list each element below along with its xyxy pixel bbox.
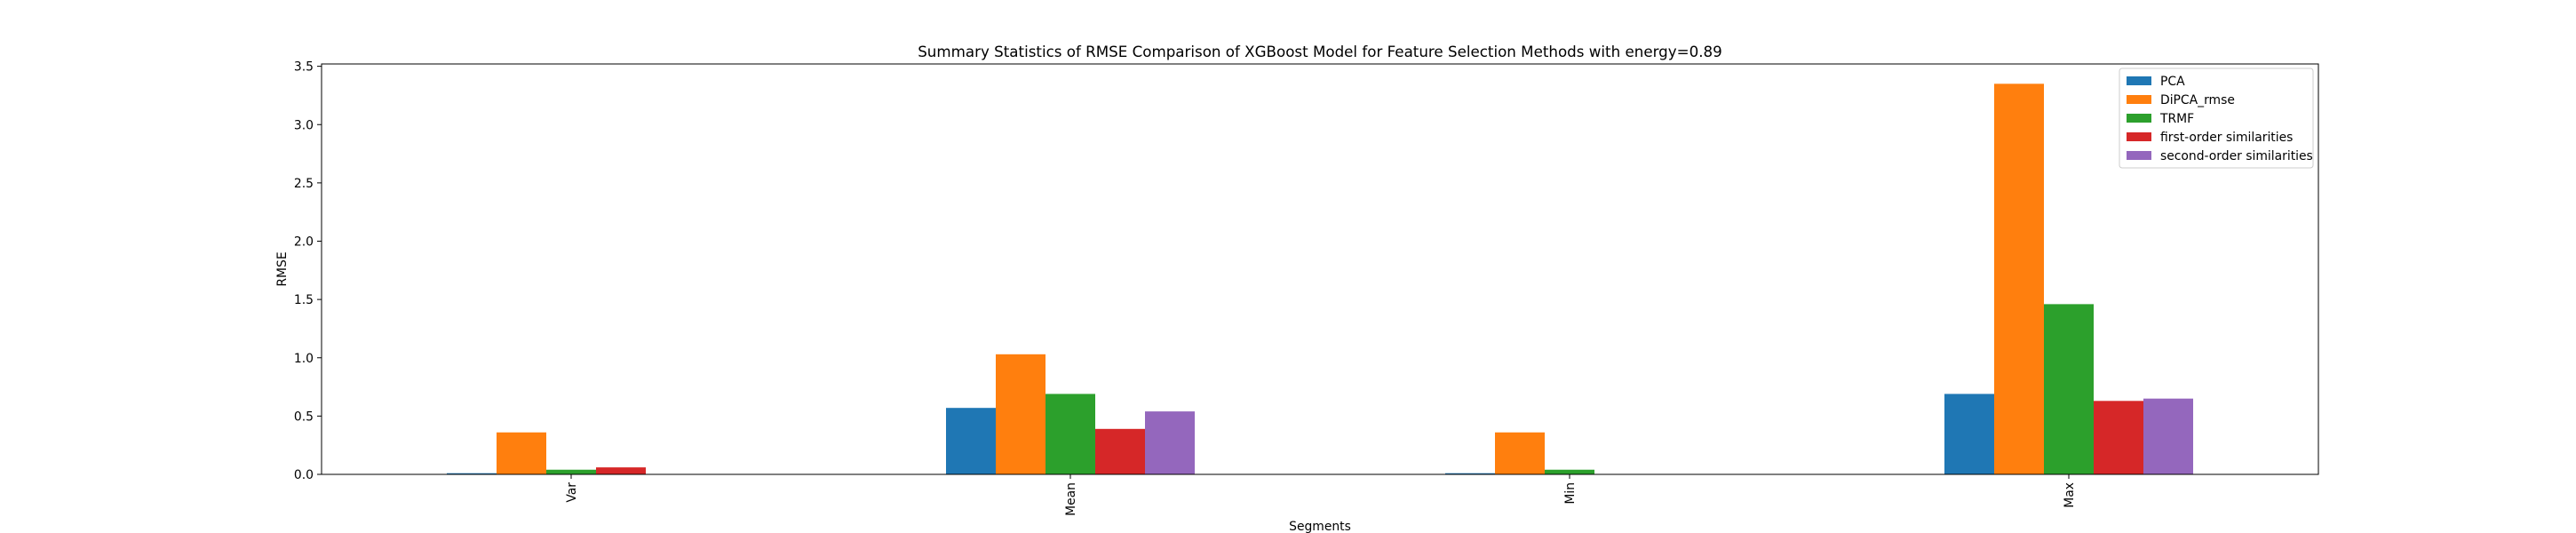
y-tick-label: 1.0 <box>294 352 314 366</box>
bar-var-0 <box>447 473 497 474</box>
bar-max-2 <box>2044 304 2094 474</box>
y-tick-label: 0.0 <box>294 468 314 482</box>
chart-title: Summary Statistics of RMSE Comparison of… <box>918 43 1722 60</box>
x-axis-label: Segments <box>1289 520 1351 533</box>
x-tick-label: Min <box>1563 482 1578 505</box>
y-tick-label: 2.0 <box>294 235 314 250</box>
bars-layer <box>447 84 2193 474</box>
plot-frame <box>321 63 2319 475</box>
bar-mean-0 <box>946 408 996 474</box>
y-axis-label: RMSE <box>275 251 290 286</box>
bar-var-2 <box>546 469 596 474</box>
legend-swatch <box>2127 76 2151 85</box>
legend-label: second-order similarities <box>2160 149 2313 163</box>
x-tick-label: Var <box>565 482 579 503</box>
bar-max-4 <box>2143 398 2193 474</box>
bar-max-1 <box>1994 84 2044 474</box>
y-tick-label: 1.5 <box>294 293 314 307</box>
bar-min-1 <box>1495 432 1545 474</box>
legend-label: DiPCA_rmse <box>2160 93 2235 107</box>
legend-label: first-order similarities <box>2160 131 2293 145</box>
legend-swatch <box>2127 95 2151 104</box>
y-axis: 0.0 0.5 1.0 1.5 2.0 2.5 3.0 3.5 <box>294 60 322 482</box>
x-tick-label: Mean <box>1064 482 1078 516</box>
bar-mean-4 <box>1145 411 1195 474</box>
y-tick-label: 2.5 <box>294 177 314 191</box>
legend-swatch <box>2127 151 2151 160</box>
bar-max-0 <box>1944 394 1994 474</box>
bar-mean-2 <box>1046 394 1095 474</box>
bar-min-0 <box>1445 473 1495 474</box>
legend-label: TRMF <box>2159 112 2194 126</box>
legend-box <box>2119 68 2314 169</box>
y-tick-label: 3.5 <box>294 60 314 75</box>
y-tick-label: 0.5 <box>294 410 314 424</box>
legend-swatch <box>2127 132 2151 141</box>
bar-var-1 <box>497 432 546 474</box>
bar-max-3 <box>2094 401 2143 474</box>
y-tick-label: 3.0 <box>294 118 314 132</box>
bar-var-3 <box>596 467 646 474</box>
bar-mean-3 <box>1095 428 1145 474</box>
legend: PCA DiPCA_rmse TRMF first-order similaritie… <box>2119 68 2314 169</box>
bar-min-2 <box>1545 469 1594 474</box>
legend-swatch <box>2127 114 2151 123</box>
legend-label: PCA <box>2160 75 2185 89</box>
x-tick-label: Max <box>2063 482 2077 508</box>
x-axis: Var Mean Min Max <box>565 474 2077 516</box>
bar-mean-1 <box>996 354 1046 474</box>
